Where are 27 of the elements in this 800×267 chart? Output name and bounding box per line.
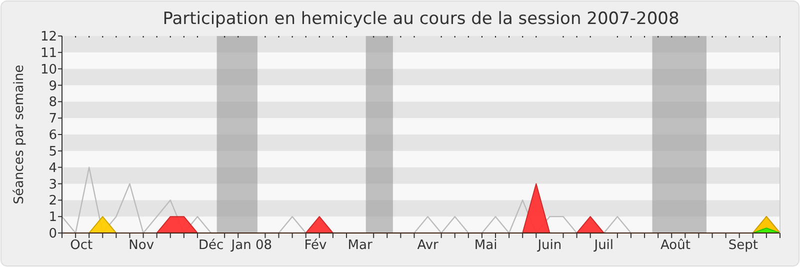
y-tick-label: 3 bbox=[48, 177, 57, 192]
y-tick-label: 12 bbox=[40, 30, 57, 45]
y-tick-label: 0 bbox=[48, 226, 57, 242]
x-tick-label: Oct bbox=[70, 238, 93, 253]
x-tick-label: Déc bbox=[198, 238, 224, 253]
x-tick-label: Mai bbox=[474, 238, 498, 253]
y-tick-label: 2 bbox=[48, 194, 57, 209]
y-tick-label: 9 bbox=[48, 78, 57, 94]
y-tick-label: 7 bbox=[48, 112, 57, 127]
x-tick-label: Sept bbox=[728, 238, 758, 253]
x-tick-label: Juin bbox=[536, 238, 562, 253]
x-tick-label: Jan 08 bbox=[230, 238, 272, 253]
y-tick-label: 10 bbox=[40, 62, 57, 78]
x-tick-label: Août bbox=[660, 238, 690, 253]
y-tick-label: 6 bbox=[48, 128, 57, 144]
chart-title: Participation en hemicycle au cours de la session 2007-2008 bbox=[162, 9, 680, 29]
x-tick-label: Juil bbox=[593, 238, 614, 253]
x-tick-label: Avr bbox=[417, 238, 440, 253]
x-tick-label: Nov bbox=[128, 238, 154, 253]
y-tick-label: 11 bbox=[40, 46, 57, 61]
y-tick-label: 8 bbox=[48, 95, 57, 110]
y-axis-title: Séances par semaine bbox=[12, 64, 27, 204]
x-tick-label: Mar bbox=[348, 238, 373, 253]
y-tick-label: 4 bbox=[48, 160, 57, 176]
y-tick-label: 1 bbox=[48, 210, 57, 226]
y-tick-label: 5 bbox=[48, 144, 57, 160]
x-tick-label: Fév bbox=[304, 238, 328, 253]
